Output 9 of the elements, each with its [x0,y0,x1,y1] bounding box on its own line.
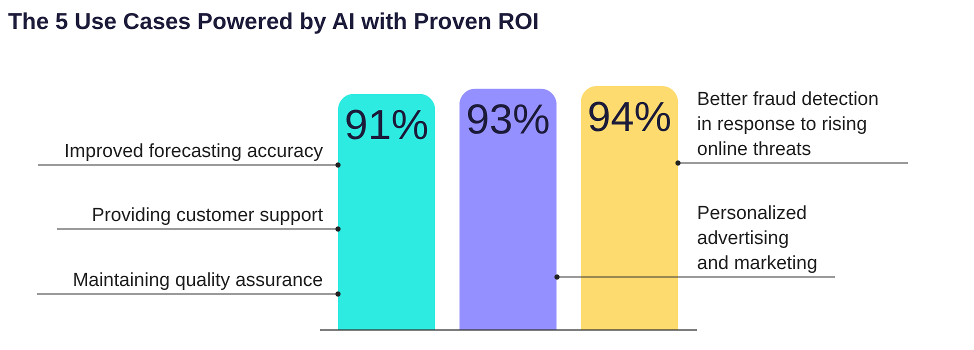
data-label: 91% [344,100,429,148]
annotation: Maintaining quality assurance [72,270,323,291]
chart-title: The 5 Use Cases Powered by AI with Proven ROI [8,8,539,34]
data-label: 93% [466,96,550,143]
annotation: Providing customer support [92,205,324,226]
annotation: Improved forecasting accuracy [64,141,324,162]
annotation: Better fraud detection in response to rising online threats [697,89,879,160]
annotation: Personalized advertising and marketing [697,203,818,274]
data-label: 94% [587,93,672,140]
